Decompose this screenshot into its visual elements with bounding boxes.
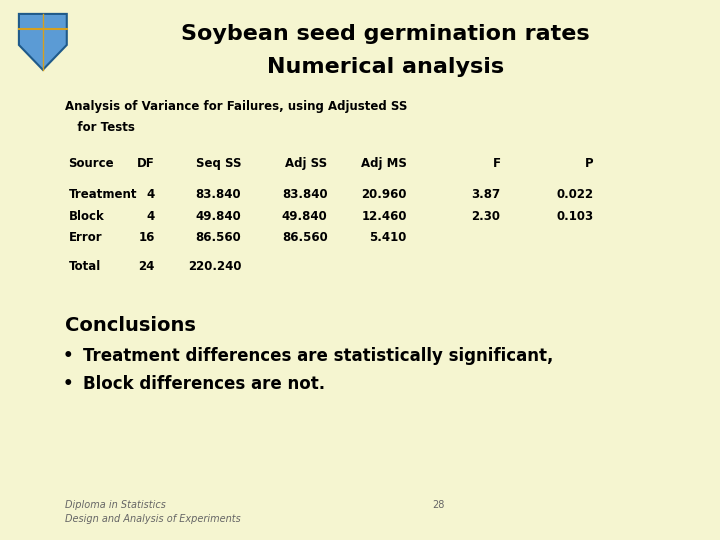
Text: 0.022: 0.022 [557,188,594,201]
Text: 16: 16 [138,231,155,244]
Text: Block: Block [68,210,104,222]
Text: 86.560: 86.560 [282,231,328,244]
Polygon shape [19,14,67,70]
Text: Total: Total [68,260,101,273]
Text: 3.87: 3.87 [472,188,500,201]
Text: Diploma in Statistics: Diploma in Statistics [65,500,166,510]
Text: DF: DF [137,157,155,170]
Text: Design and Analysis of Experiments: Design and Analysis of Experiments [65,514,240,524]
Text: 4: 4 [147,210,155,222]
Text: 83.840: 83.840 [196,188,241,201]
Text: 2.30: 2.30 [472,210,500,222]
Text: 86.560: 86.560 [195,231,241,244]
Text: Soybean seed germination rates: Soybean seed germination rates [181,24,590,44]
Text: for Tests: for Tests [65,121,135,134]
Text: Analysis of Variance for Failures, using Adjusted SS: Analysis of Variance for Failures, using… [65,100,408,113]
Text: P: P [585,157,594,170]
Text: F: F [492,157,500,170]
Text: Seq SS: Seq SS [196,157,241,170]
Text: •: • [63,375,73,393]
Text: 49.840: 49.840 [195,210,241,222]
Text: 4: 4 [147,188,155,201]
Text: 0.103: 0.103 [557,210,594,222]
Text: 28: 28 [432,500,444,510]
Text: Error: Error [68,231,102,244]
Text: 5.410: 5.410 [369,231,407,244]
Text: 24: 24 [138,260,155,273]
Text: Adj MS: Adj MS [361,157,407,170]
Text: Treatment differences are statistically significant,: Treatment differences are statistically … [83,347,553,365]
Text: Adj SS: Adj SS [285,157,328,170]
Text: 83.840: 83.840 [282,188,328,201]
Text: •: • [63,347,73,365]
Text: Conclusions: Conclusions [65,316,196,335]
Text: Treatment: Treatment [68,188,137,201]
Text: Source: Source [68,157,114,170]
Text: Block differences are not.: Block differences are not. [83,375,325,393]
Text: 20.960: 20.960 [361,188,407,201]
Text: 220.240: 220.240 [188,260,241,273]
Text: 49.840: 49.840 [282,210,328,222]
Text: 12.460: 12.460 [361,210,407,222]
Text: Numerical analysis: Numerical analysis [266,57,504,77]
